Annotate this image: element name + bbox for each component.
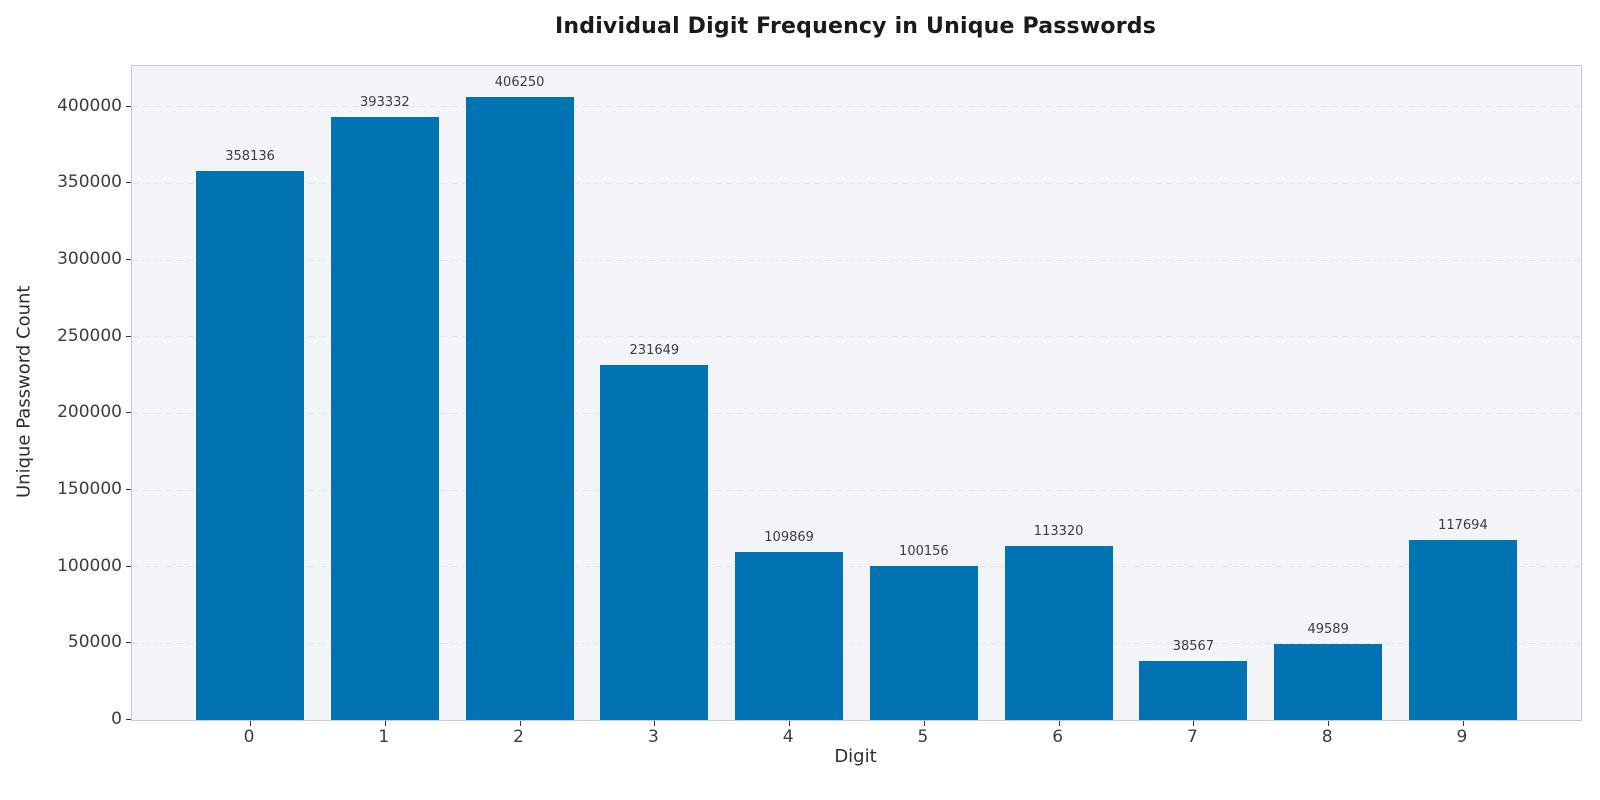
gridline <box>132 642 1581 644</box>
bar-value-label: 38567 <box>1172 638 1215 654</box>
bar <box>1139 660 1248 720</box>
gridline <box>132 412 1581 414</box>
x-tick-label: 5 <box>917 727 929 747</box>
bar-value-label: 113320 <box>1033 524 1084 540</box>
gridline <box>132 182 1581 184</box>
bar-value-label: 109869 <box>764 529 814 545</box>
bar <box>196 170 304 720</box>
bar <box>330 116 439 720</box>
plot-area: 358136 393332 406250 231649 109869 100156 1133… <box>131 65 1582 726</box>
bar-value-label: 406250 <box>494 75 545 91</box>
bar-value-label: 49589 <box>1307 621 1349 637</box>
x-tick-label: 9 <box>1456 727 1468 747</box>
x-axis-tick <box>1328 721 1330 726</box>
x-axis-label: Digit <box>834 746 877 767</box>
x-tick-label: 1 <box>378 727 390 747</box>
y-axis-tick <box>126 259 131 261</box>
bar <box>465 97 574 720</box>
bar-value-label: 231649 <box>629 342 680 358</box>
bar-value-label: 117694 <box>1438 517 1488 533</box>
bar <box>600 364 709 720</box>
x-axis-tick <box>250 721 252 726</box>
x-axis-tick <box>1193 721 1195 726</box>
y-tick-label: 100000 <box>57 555 122 576</box>
bar-value-label: 100156 <box>899 544 949 560</box>
y-axis-tick <box>126 105 131 107</box>
chart-title: Individual Digit Frequency in Unique Pas… <box>555 14 1156 39</box>
gridline <box>132 336 1581 338</box>
y-tick-label: 400000 <box>57 95 122 116</box>
y-tick-label: 300000 <box>57 249 122 270</box>
x-axis-tick <box>923 721 925 726</box>
bar <box>735 551 843 720</box>
y-tick-label: 150000 <box>57 479 122 500</box>
bar <box>1004 546 1113 720</box>
x-axis-tick <box>384 721 386 726</box>
x-tick-label: 7 <box>1186 727 1198 747</box>
y-axis-tick <box>126 642 131 644</box>
bar-value-label: 393332 <box>360 94 410 110</box>
y-tick-label: 50000 <box>67 632 122 653</box>
x-tick-label: 8 <box>1321 727 1333 747</box>
x-axis-tick <box>519 721 521 726</box>
x-axis-tick <box>789 721 791 726</box>
y-axis-tick <box>126 412 131 414</box>
x-tick-label: 6 <box>1052 727 1064 747</box>
y-tick-label: 0 <box>111 709 122 729</box>
gridline <box>132 259 1581 261</box>
bar <box>1274 643 1383 720</box>
y-axis-tick <box>126 489 131 491</box>
x-axis-tick <box>1058 721 1060 726</box>
gridline <box>132 566 1581 568</box>
gridline <box>132 106 1581 108</box>
y-axis-label: Unique Password Count <box>13 285 35 499</box>
y-axis-tick <box>126 182 131 184</box>
x-axis-tick <box>654 721 656 726</box>
bar-value-label: 358136 <box>225 148 275 164</box>
y-axis-tick <box>126 719 131 720</box>
gridline <box>132 489 1581 491</box>
x-tick-label: 0 <box>243 727 255 747</box>
bar <box>1409 539 1517 720</box>
y-axis-tick <box>126 335 131 337</box>
y-axis-tick <box>126 565 131 567</box>
x-tick-label: 3 <box>647 727 659 747</box>
y-tick-label: 350000 <box>57 172 122 193</box>
bar <box>869 566 978 720</box>
y-tick-label: 250000 <box>57 325 122 346</box>
x-axis-tick <box>1462 721 1464 726</box>
y-tick-label: 200000 <box>57 402 122 423</box>
x-tick-label: 2 <box>513 727 524 747</box>
x-tick-label: 4 <box>782 727 794 747</box>
